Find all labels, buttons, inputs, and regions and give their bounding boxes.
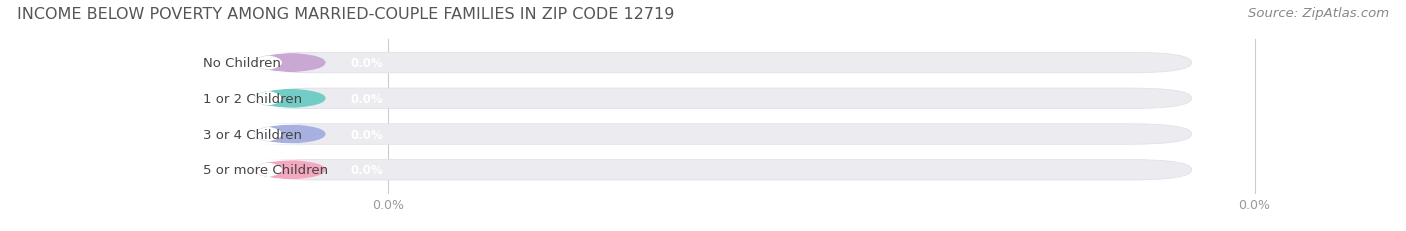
Text: 0.0%: 0.0% [1239,198,1271,211]
FancyBboxPatch shape [219,53,318,73]
FancyBboxPatch shape [219,124,318,145]
FancyBboxPatch shape [254,89,1192,109]
Text: 0.0%: 0.0% [350,57,382,70]
FancyBboxPatch shape [219,160,318,180]
FancyBboxPatch shape [219,89,318,109]
Text: 5 or more Children: 5 or more Children [202,164,328,176]
FancyBboxPatch shape [254,124,1192,145]
Text: 0.0%: 0.0% [350,128,382,141]
FancyBboxPatch shape [254,160,1192,180]
Text: 3 or 4 Children: 3 or 4 Children [202,128,302,141]
Text: 1 or 2 Children: 1 or 2 Children [202,92,302,105]
Text: 0.0%: 0.0% [373,198,405,211]
Text: No Children: No Children [202,57,281,70]
Text: 0.0%: 0.0% [350,92,382,105]
FancyBboxPatch shape [254,89,326,109]
Text: Source: ZipAtlas.com: Source: ZipAtlas.com [1249,7,1389,20]
Text: INCOME BELOW POVERTY AMONG MARRIED-COUPLE FAMILIES IN ZIP CODE 12719: INCOME BELOW POVERTY AMONG MARRIED-COUPL… [17,7,675,22]
FancyBboxPatch shape [254,53,326,73]
FancyBboxPatch shape [254,53,1192,73]
FancyBboxPatch shape [254,160,326,180]
Text: 0.0%: 0.0% [350,164,382,176]
FancyBboxPatch shape [254,124,326,145]
